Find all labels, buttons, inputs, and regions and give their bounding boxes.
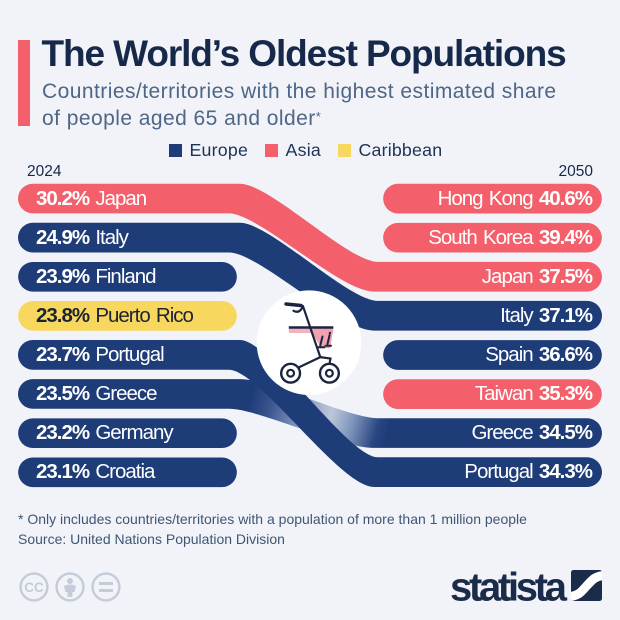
svg-text:statista: statista [450,566,568,610]
svg-text:CC: CC [24,580,44,595]
